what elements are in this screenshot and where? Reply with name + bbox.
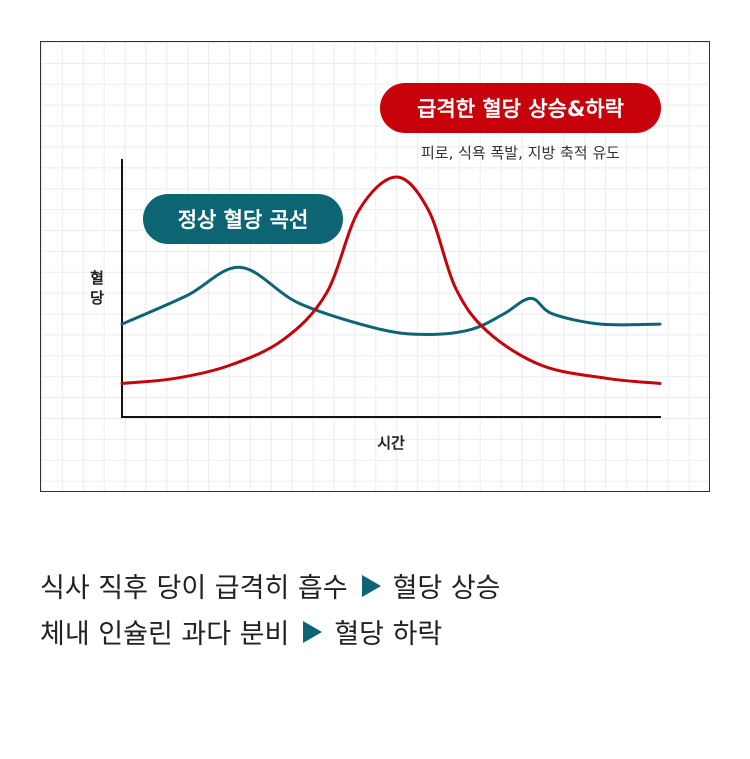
x-axis-label: 시간 — [377, 434, 405, 452]
normal-glucose-line — [120, 265, 662, 336]
caption-1-cause: 식사 직후 당이 급격히 흡수 — [40, 573, 348, 604]
caption-2-effect: 혈당 하락 — [334, 619, 443, 650]
caption-line-1: 식사 직후 당이 급격히 흡수 혈당 상승 — [40, 566, 501, 605]
caption-2-cause: 체내 인슐린 과다 분비 — [40, 619, 290, 650]
play-arrow-icon — [303, 620, 323, 643]
caption-1-effect: 혈당 상승 — [392, 573, 501, 604]
y-axis-label: 혈당 — [90, 269, 104, 307]
spike-glucose-line — [120, 175, 662, 385]
caption-line-2: 체내 인슐린 과다 분비 혈당 하락 — [40, 612, 442, 651]
chart-plot — [120, 159, 662, 418]
spike-curve-subtitle: 피로, 식욕 폭발, 지방 축적 유도 — [421, 144, 620, 162]
normal-curve-label: 정상 혈당 곡선 — [143, 194, 343, 244]
play-arrow-icon — [361, 574, 381, 597]
chart-frame: 급격한 혈당 상승&하락 피로, 식욕 폭발, 지방 축적 유도 정상 혈당 곡… — [40, 41, 710, 492]
spike-curve-label: 급격한 혈당 상승&하락 — [380, 83, 661, 133]
